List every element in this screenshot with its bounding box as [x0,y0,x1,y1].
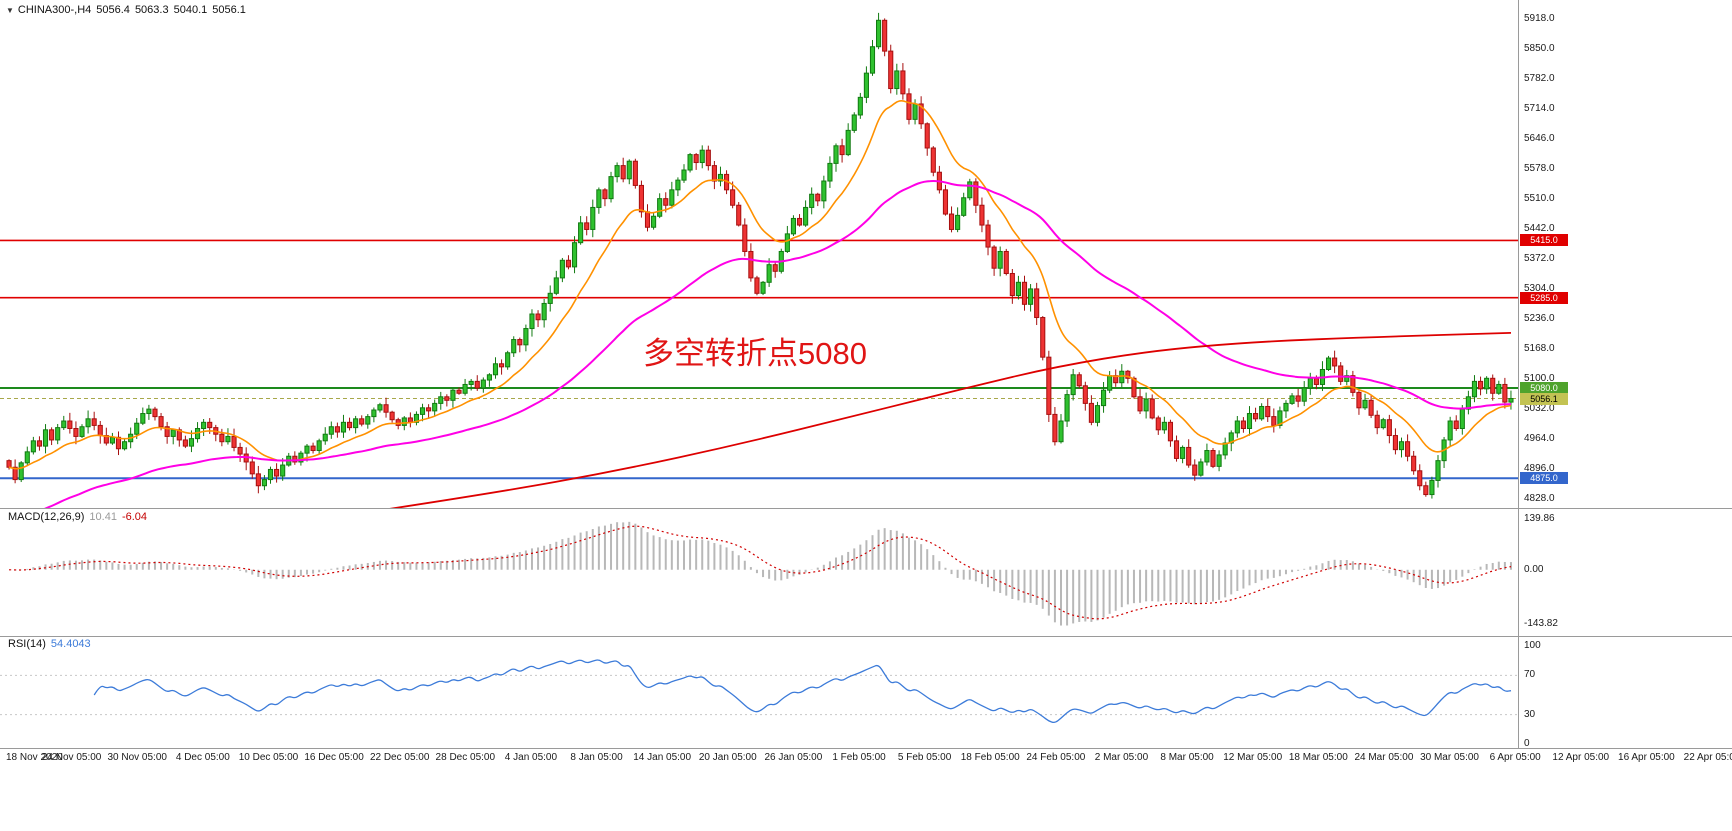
rsi-name: RSI(14) [8,638,46,650]
rsi-value: 54.4043 [50,638,91,650]
macd-main-value: 10.41 [89,511,117,523]
moving-averages [8,99,1512,508]
chart-annotation-text[interactable]: 多空转折点5080 [643,336,867,371]
rsi-indicator-label: RSI(14) 54.4043 [8,638,91,650]
macd-signal-value: -6.04 [121,511,148,523]
macd-panel [8,521,1512,626]
horizontal-lines [0,239,1518,480]
macd-name: MACD(12,26,9) [8,511,85,523]
symbol-name: CHINA300-,H4 [17,4,92,16]
bar-low-value: 5040.1 [173,4,208,16]
macd-indicator-label: MACD(12,26,9) 10.41 -6.04 [8,511,147,523]
macd-signal-line [8,525,1512,620]
bar-open-value: 5056.4 [96,4,130,16]
ma-slow-line [389,332,1512,508]
bar-close-value: 5056.1 [212,4,246,16]
rsi-panel [0,659,1518,723]
ma-medium-line [44,180,1512,508]
rsi-line [93,659,1512,723]
ma-fast-line [8,99,1512,470]
bar-high-value: 5063.3 [134,4,169,16]
candlesticks [6,12,1514,499]
chevron-down-icon[interactable]: ▼ [6,6,14,15]
symbol-info[interactable]: ▼ CHINA300-,H4 5056.4 5063.3 5040.1 5056.1 [6,4,251,16]
